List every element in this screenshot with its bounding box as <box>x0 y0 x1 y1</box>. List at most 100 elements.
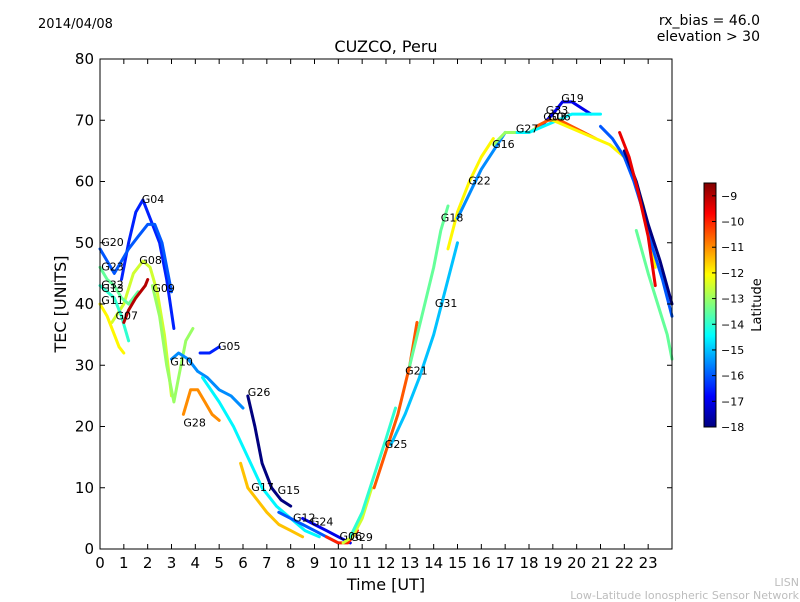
colorbar-tick-label: −17 <box>721 395 744 408</box>
colorbar-label: Latitude <box>750 278 765 332</box>
x-tick-label: 17 <box>496 554 515 572</box>
y-tick-label: 50 <box>75 234 94 252</box>
series-g16 <box>456 131 507 220</box>
series-g20 <box>98 222 173 294</box>
footer-lisn: LISN <box>774 576 799 589</box>
x-tick-label: 7 <box>262 554 272 572</box>
satellite-label: G25 <box>385 438 408 451</box>
y-tick-label: 0 <box>84 540 94 558</box>
x-tick-label: 6 <box>238 554 248 572</box>
satellite-label: G04 <box>142 193 165 206</box>
date-label: 2014/04/08 <box>38 17 113 32</box>
x-tick-label: 18 <box>519 554 538 572</box>
series-g19 <box>539 100 593 128</box>
satellite-label: G18 <box>441 211 464 224</box>
x-tick-label: 10 <box>329 554 348 572</box>
series-g22 <box>446 137 495 251</box>
y-tick-label: 60 <box>75 173 94 191</box>
satellite-label: G07 <box>116 309 139 322</box>
colorbar-gradient <box>703 182 717 428</box>
colorbar-tick-label: −14 <box>721 318 744 331</box>
satellite-label: G27 <box>516 123 539 136</box>
series-g13 <box>634 229 674 361</box>
series-g14 <box>599 124 674 318</box>
satellite-label: G20 <box>101 236 124 249</box>
y-axis: 0 10 20 30 40 50 60 70 80 <box>75 50 672 558</box>
satellite-label: G13 <box>101 282 124 295</box>
colorbar-tick-label: −13 <box>721 293 744 306</box>
x-tick-label: 12 <box>376 554 395 572</box>
satellite-label: G11 <box>101 294 124 307</box>
satellite-label: G05 <box>218 340 241 353</box>
satellite-label: G22 <box>468 175 491 188</box>
series-g23 <box>98 265 140 306</box>
series-g28 <box>181 388 221 422</box>
series-g02 <box>618 131 657 288</box>
series-g29 <box>341 486 374 545</box>
satellite-label: G03 <box>543 110 566 123</box>
x-tick-label: 9 <box>310 554 320 572</box>
colorbar-tick-label: −18 <box>721 421 744 434</box>
satellite-label: G08 <box>139 254 162 267</box>
series-g09 <box>150 284 195 404</box>
colorbar: −9 −10 −11 −12 −13 −14 −15 −16 −17 −18 <box>703 182 744 434</box>
satellite-label: G12 <box>293 511 316 524</box>
elevation-label: elevation > 30 <box>656 29 760 45</box>
y-tick-label: 20 <box>75 418 94 436</box>
colorbar-tick-label: −16 <box>721 370 744 383</box>
satellite-label: G09 <box>152 282 175 295</box>
y-tick-label: 80 <box>75 50 94 68</box>
satellite-label: G15 <box>278 484 301 497</box>
y-tick-label: 70 <box>75 111 94 129</box>
series-g24 <box>301 516 352 545</box>
x-tick-label: 2 <box>143 554 153 572</box>
rx-bias-label: rx_bias = 46.0 <box>658 13 760 29</box>
series-g26 <box>246 394 293 508</box>
chart-title: CUZCO, Peru <box>334 37 438 56</box>
x-tick-label: 4 <box>191 554 201 572</box>
x-tick-label: 16 <box>472 554 491 572</box>
series-g11 <box>98 302 126 355</box>
series-g21 <box>372 320 419 490</box>
y-tick-label: 40 <box>75 295 94 313</box>
x-tick-label: 3 <box>167 554 177 572</box>
series-g15 <box>201 376 321 539</box>
colorbar-tick-label: −15 <box>721 344 744 357</box>
y-axis-label: TEC [UNITS] <box>51 256 70 354</box>
satellite-label: G33 <box>546 104 569 117</box>
series-g08 <box>110 259 173 398</box>
y-tick-label: 30 <box>75 356 94 374</box>
satellite-label: G29 <box>350 531 373 544</box>
series-g05 <box>198 345 221 355</box>
satellite-label: G28 <box>183 417 206 430</box>
satellite-label: G19 <box>561 92 584 105</box>
colorbar-tick-label: −11 <box>721 241 744 254</box>
x-tick-label: 0 <box>95 554 105 572</box>
satellite-label: G10 <box>170 355 193 368</box>
x-tick-label: 22 <box>615 554 634 572</box>
x-tick-label: 23 <box>639 554 658 572</box>
satellite-label: G06 <box>548 110 571 123</box>
x-tick-label: 1 <box>119 554 129 572</box>
x-tick-label: 15 <box>448 554 467 572</box>
series-g07 <box>122 278 150 324</box>
satellite-label: G31 <box>435 297 458 310</box>
series-g18 <box>408 204 450 367</box>
satellite-label: G32 <box>101 279 124 292</box>
satellite-label: G23 <box>101 260 124 273</box>
series-g32 <box>98 284 131 343</box>
footer-network: Low-Latitude Ionospheric Sensor Network <box>570 589 799 602</box>
satellite-label: G21 <box>405 364 428 377</box>
x-tick-label: 14 <box>424 554 443 572</box>
series-g25 <box>348 406 397 539</box>
satellite-label: G16 <box>492 138 515 151</box>
series-g04 <box>120 198 176 330</box>
x-tick-label: 8 <box>286 554 296 572</box>
y-tick-label: 10 <box>75 479 94 497</box>
series-g10 <box>170 351 245 410</box>
x-tick-label: 13 <box>400 554 419 572</box>
colorbar-tick-label: −10 <box>721 216 744 229</box>
x-axis: 0 1 2 3 4 5 6 7 8 9 10 11 12 13 14 15 16 17 18 19 20 21 22 23 <box>95 59 658 572</box>
satellite-label: G06 <box>340 530 363 543</box>
